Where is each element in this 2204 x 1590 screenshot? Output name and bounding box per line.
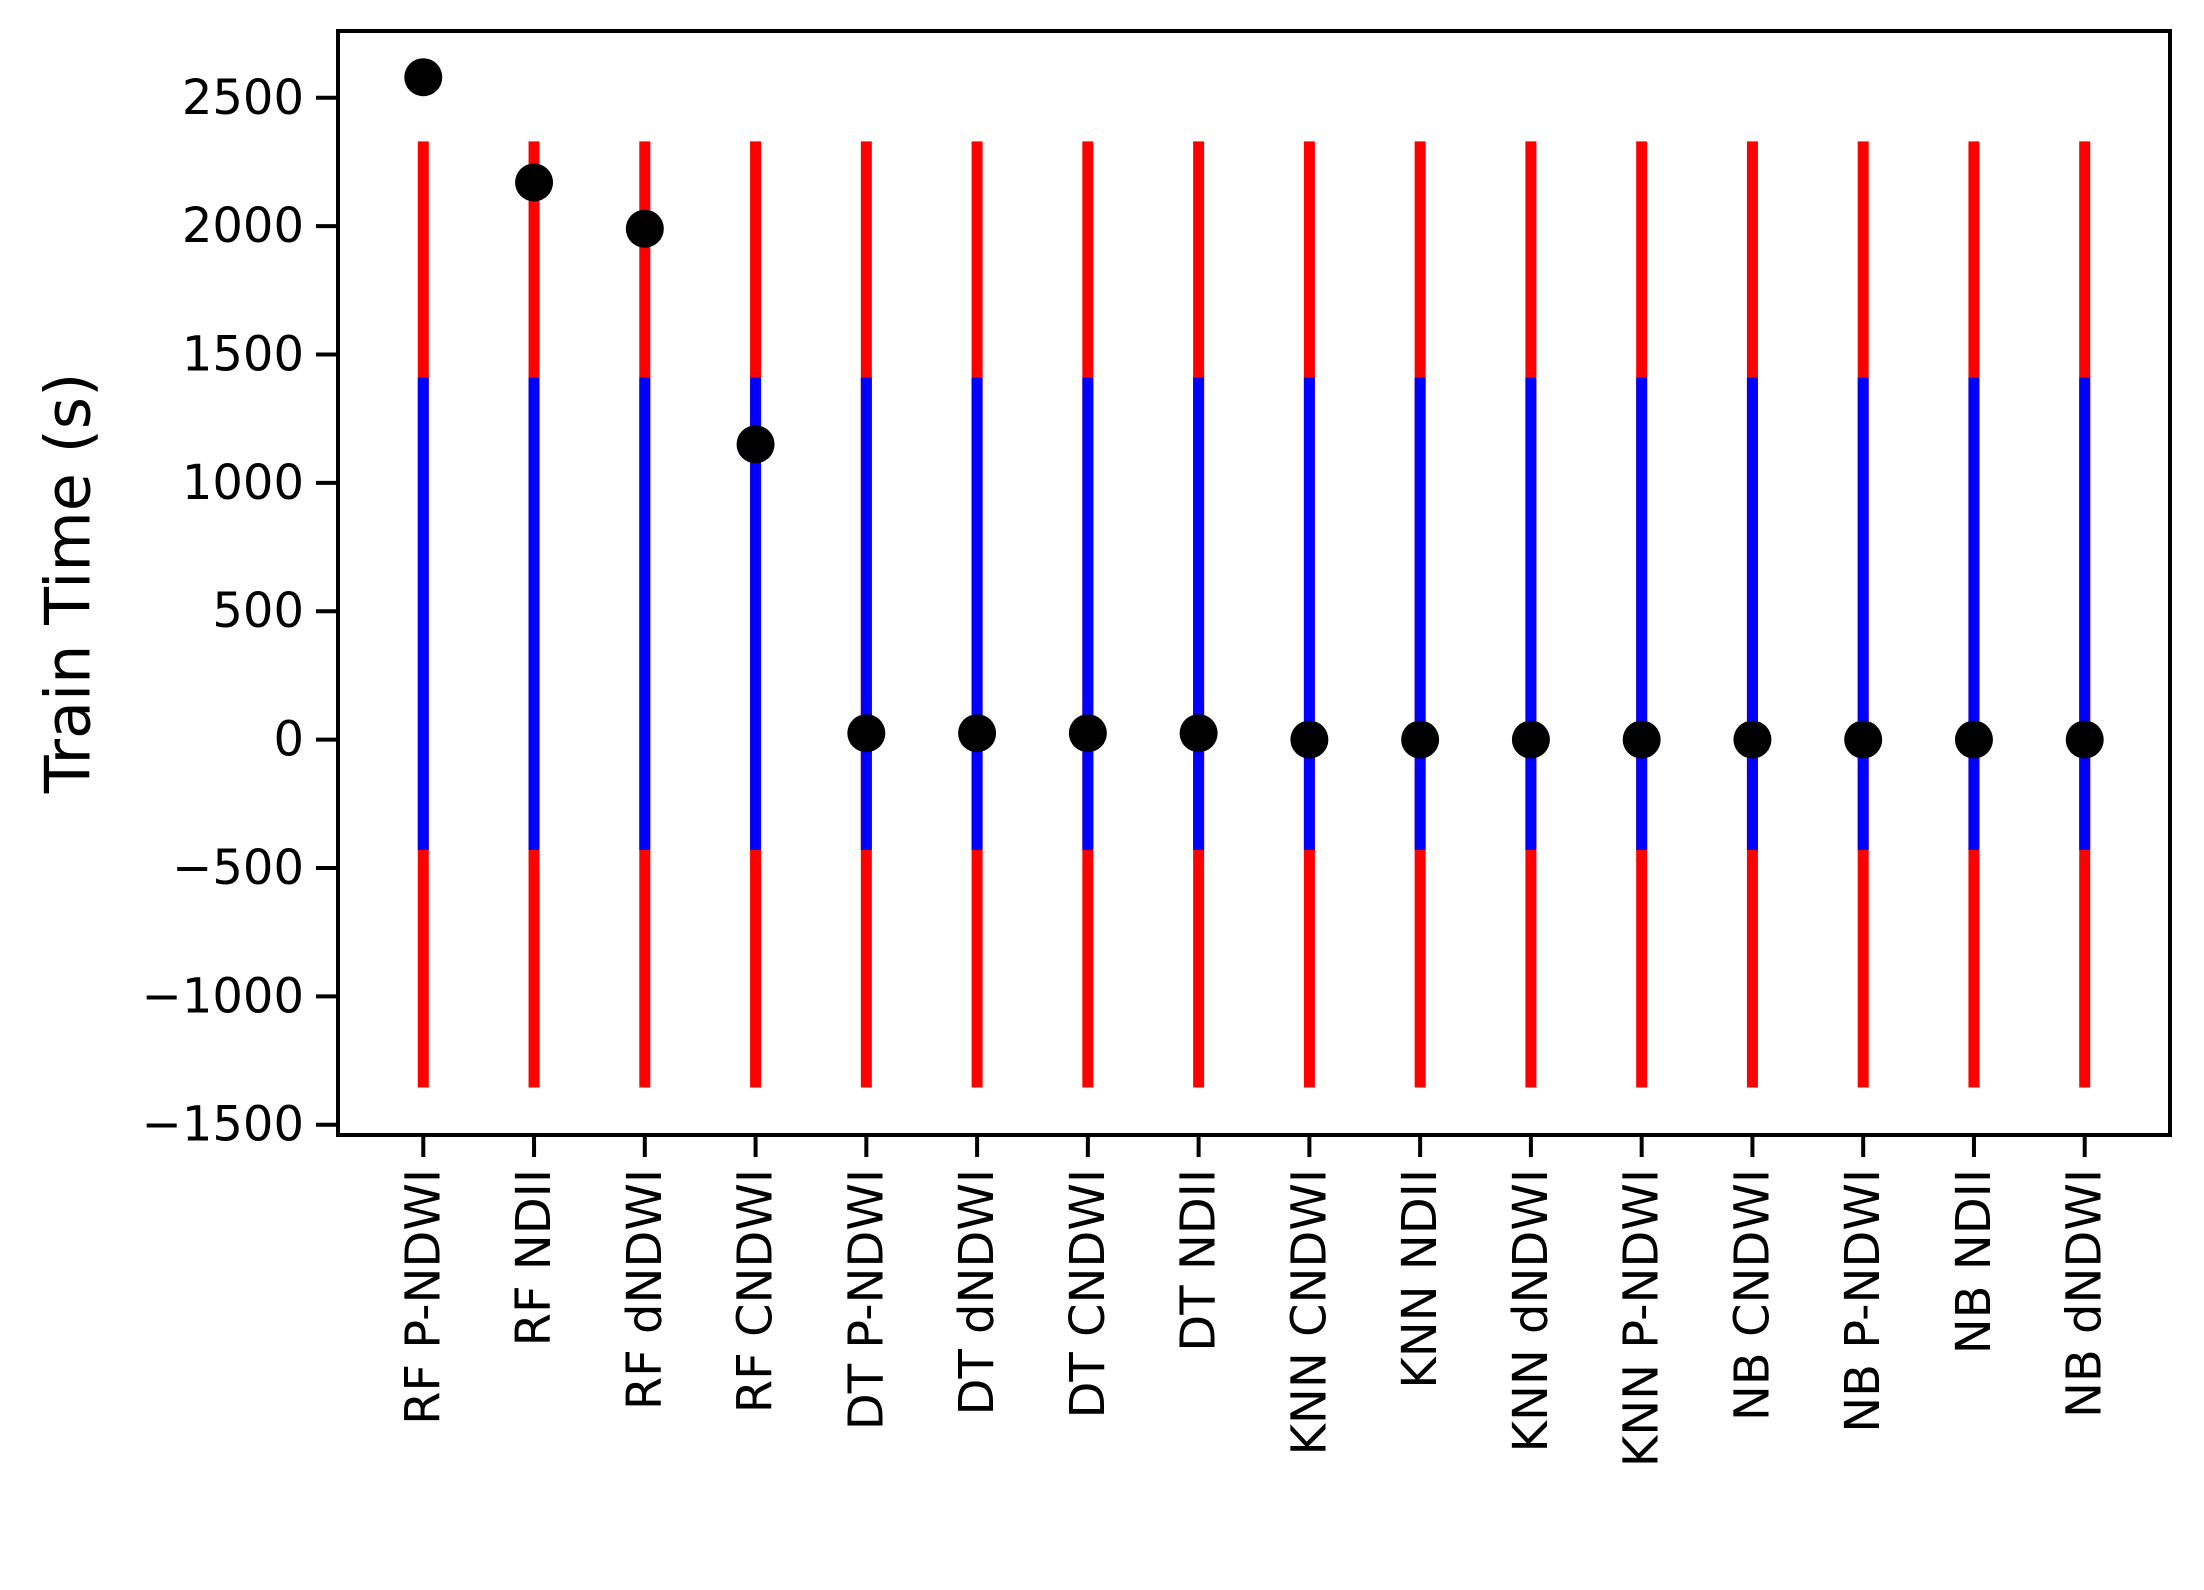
x-tick-label: KNN CNDWI: [1281, 1169, 1337, 1456]
x-tick-label: KNN P-NDWI: [1614, 1169, 1670, 1467]
data-point: [515, 163, 554, 202]
y-axis: 2500 2000 1500 1000 500 0 −500 −1000 −1500: [142, 70, 338, 1153]
data-point: [847, 714, 886, 753]
data-point: [1068, 714, 1107, 753]
data-point: [1954, 720, 1993, 759]
x-tick-label: KNN NDII: [1392, 1169, 1448, 1389]
x-tick-label: RF P-NDWI: [395, 1169, 451, 1425]
x-tick-label: RF NDII: [506, 1169, 562, 1346]
data-point: [1179, 714, 1218, 753]
y-tick-label: 2000: [182, 198, 304, 254]
data-point: [2065, 720, 2104, 759]
y-tick-label: 500: [212, 583, 304, 639]
data-point: [958, 714, 997, 753]
x-tick-label: RF dNDWI: [617, 1169, 673, 1410]
y-tick-label: −1000: [142, 968, 304, 1024]
data-point: [1290, 720, 1329, 759]
data-point: [404, 58, 443, 97]
data-point: [1401, 720, 1440, 759]
x-tick-label: NB CNDWI: [1724, 1169, 1780, 1421]
data-point: [736, 425, 775, 464]
x-tick-label: DT dNDWI: [949, 1169, 1005, 1416]
y-tick-label: 1500: [182, 326, 304, 382]
x-tick-label: DT CNDWI: [1060, 1169, 1116, 1419]
y-axis-label: Train Time (s): [32, 373, 105, 795]
y-tick-label: −500: [172, 840, 304, 896]
data-point: [1622, 720, 1661, 759]
x-tick-label: NB NDII: [1946, 1169, 2002, 1354]
x-tick-label: NB P-NDWI: [1835, 1169, 1891, 1433]
data-points-group: [404, 58, 2104, 759]
y-tick-label: −1500: [142, 1097, 304, 1153]
x-tick-label: NB dNDWI: [2057, 1169, 2113, 1418]
y-tick-label: 2500: [182, 70, 304, 126]
x-tick-label: DT P-NDWI: [838, 1169, 894, 1430]
data-point: [625, 209, 664, 248]
y-tick-label: 1000: [182, 455, 304, 511]
x-tick-label: KNN dNDWI: [1503, 1169, 1559, 1453]
plot-border: [336, 29, 2172, 1137]
data-point: [1844, 720, 1883, 759]
plot-area: 2500 2000 1500 1000 500 0 −500 −1000 −1500 RF P-N…: [142, 29, 2172, 1467]
x-tick-label: RF CNDWI: [728, 1169, 784, 1413]
y-tick-label: 0: [273, 712, 304, 768]
x-tick-label: DT NDII: [1171, 1169, 1227, 1352]
data-point: [1733, 720, 1772, 759]
x-axis: RF P-NDWI RF NDII RF dNDWI RF CNDWI DT P-NDW…: [395, 1135, 2113, 1467]
error-bars-group: [417, 141, 2091, 1088]
data-point: [1511, 720, 1550, 759]
